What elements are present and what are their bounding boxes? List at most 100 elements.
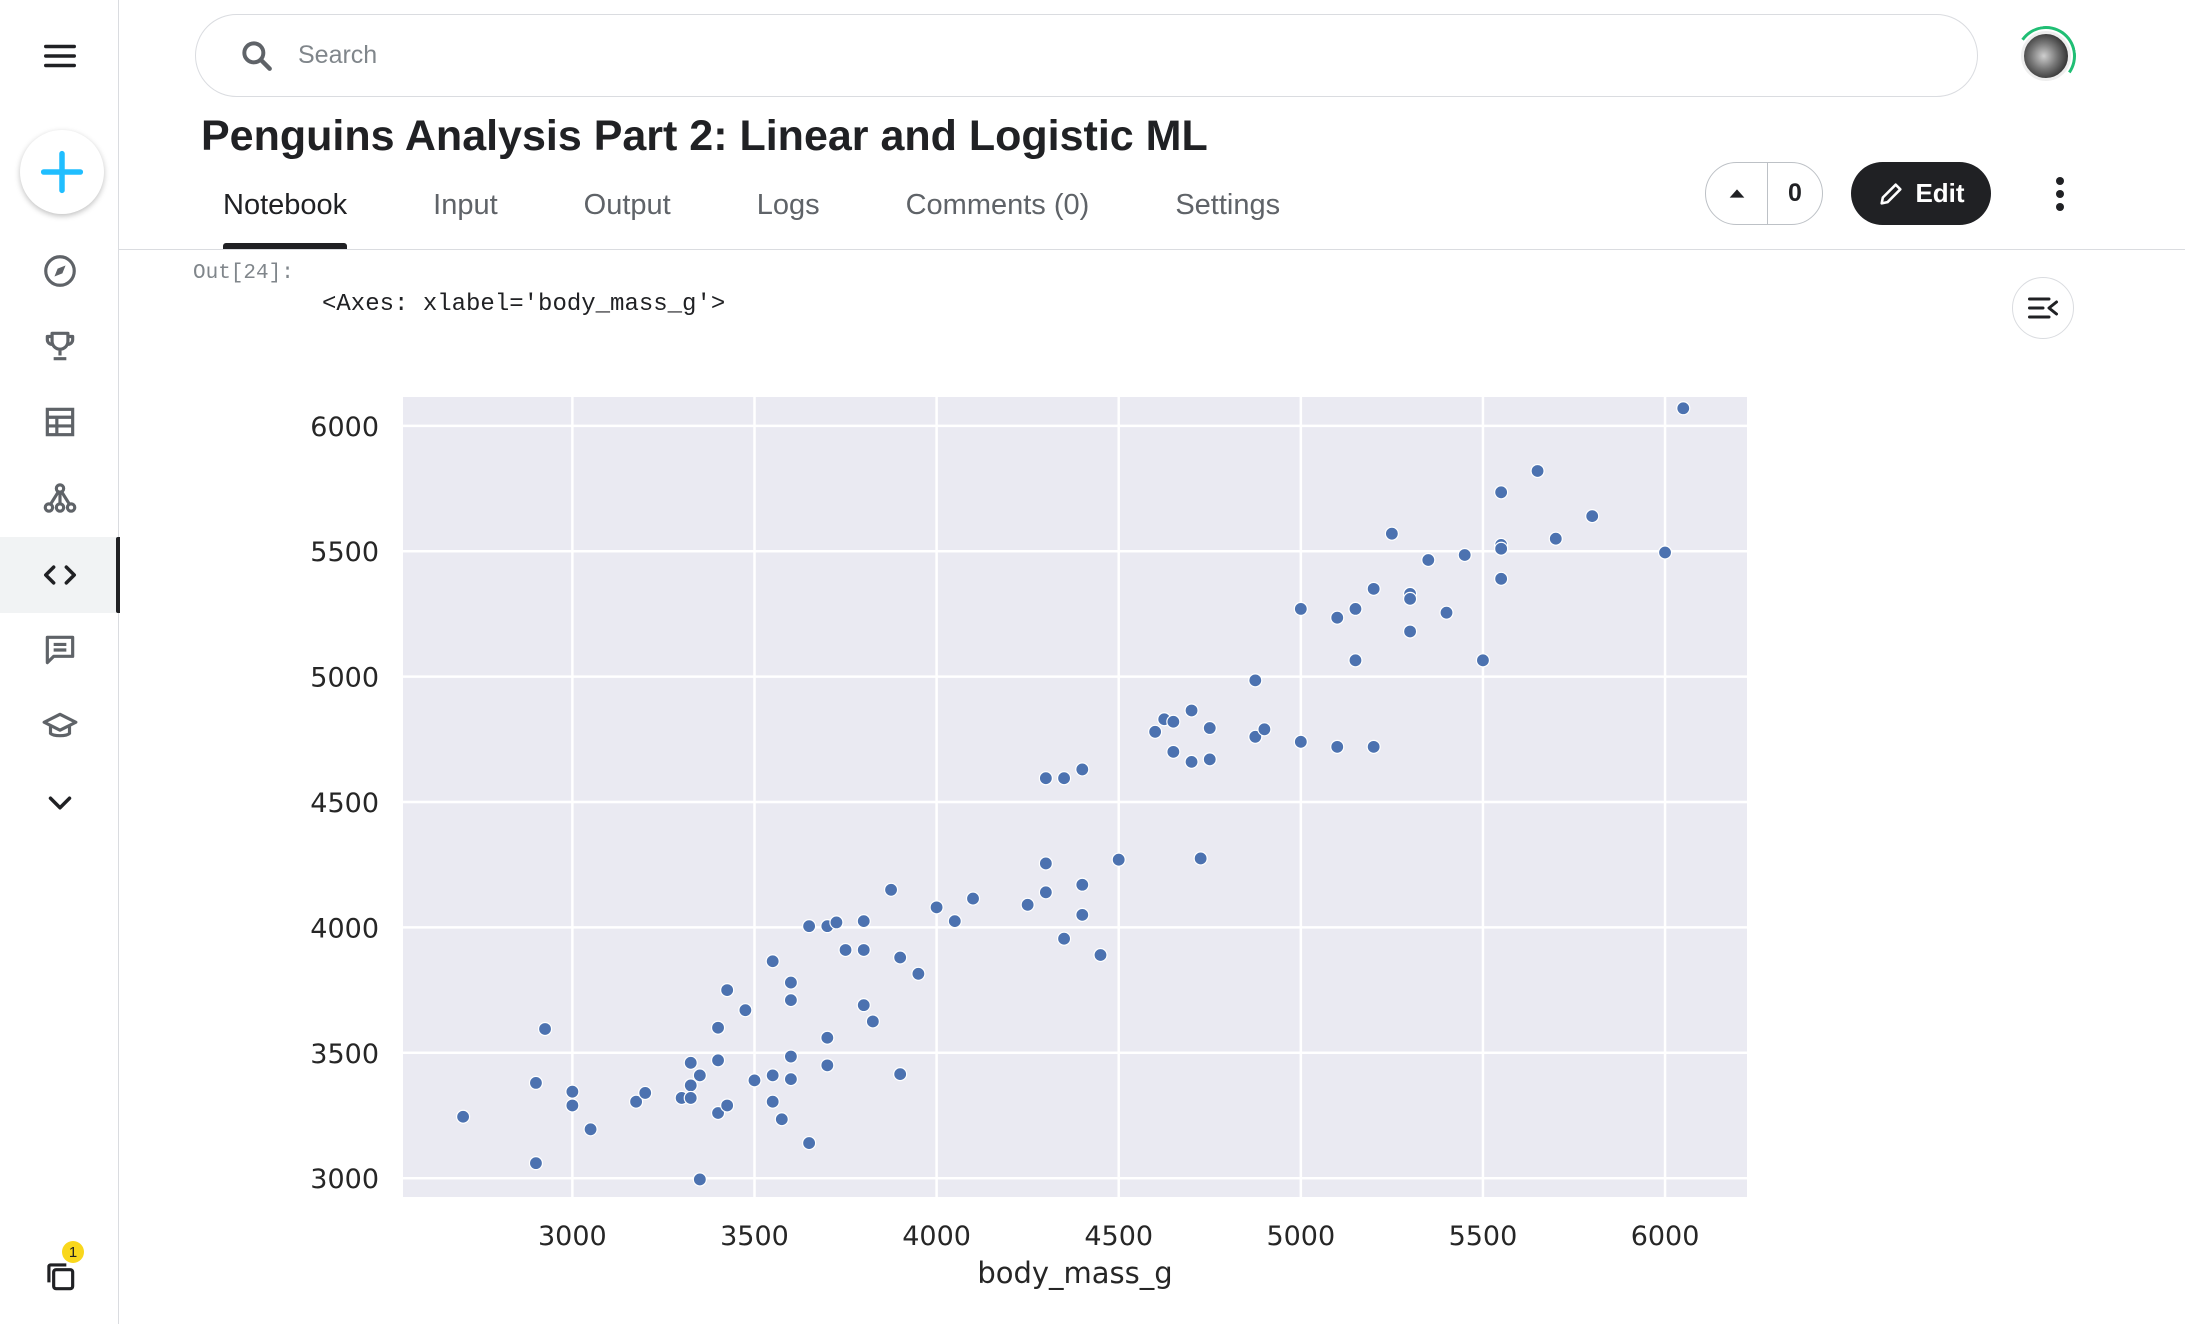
left-nav-rail: 1 [0,0,120,1324]
tab-output[interactable]: Output [583,189,671,221]
data-point [738,1003,753,1018]
trophy-icon[interactable] [0,308,119,384]
data-point [1075,762,1090,777]
data-point [911,966,926,981]
data-point [802,1135,817,1151]
avatar[interactable] [2021,31,2071,81]
data-point [1293,734,1308,749]
data-point [820,1030,835,1045]
data-point [829,915,844,930]
data-point [765,1068,780,1083]
data-point [1020,897,1035,912]
data-point [1056,931,1072,946]
compass-icon[interactable] [0,233,119,309]
tab-logs[interactable]: Logs [756,189,820,221]
data-point [455,1109,471,1124]
data-point [1657,545,1673,560]
search-input[interactable] [298,41,1798,70]
chevron-down-icon[interactable] [0,765,119,841]
data-point [1676,401,1691,416]
data-point [1248,729,1263,744]
data-point [1530,463,1545,479]
data-point [783,993,799,1008]
y-tick-label: 3500 [310,1039,379,1070]
data-point [820,1058,835,1073]
data-point [683,1090,698,1106]
data-point [893,1067,908,1082]
collapse-output-button[interactable] [2012,277,2074,339]
y-tick-label: 4000 [310,913,379,944]
upvote-button[interactable] [1706,163,1768,224]
data-point [965,891,981,906]
tab-notebook[interactable]: Notebook [201,185,369,249]
data-point [1366,581,1381,596]
data-point [1348,601,1363,617]
tab-input[interactable]: Input [433,189,498,221]
data-point [856,942,871,958]
data-point [1075,877,1090,892]
data-point [1494,571,1509,586]
data-point [838,942,853,958]
data-point [774,1112,789,1127]
tabs-divider [119,249,2185,250]
x-tick-label: 6000 [1631,1221,1700,1252]
data-point [1475,653,1491,668]
data-point [1075,907,1090,922]
x-tick-label: 5000 [1266,1221,1335,1252]
data-point [1257,722,1272,737]
data-point [1494,485,1509,500]
data-point [1248,673,1263,688]
x-tick-label: 4500 [1084,1221,1153,1252]
data-point [1184,703,1199,718]
x-tick-label: 3000 [538,1221,607,1252]
tab-settings[interactable]: Settings [1175,189,1281,221]
data-point [537,1021,553,1037]
x-axis-label: body_mass_g [977,1256,1172,1290]
data-point [865,1014,880,1029]
tab-comments[interactable]: Comments (0) [905,189,1090,221]
search-bar[interactable] [195,14,1978,97]
edit-button[interactable]: Edit [1851,162,1991,225]
data-point [1384,526,1399,541]
data-point [765,1094,780,1109]
data-point [1494,541,1509,556]
create-button[interactable] [20,130,104,214]
plus-icon [40,150,84,194]
output-prompt: Out[24]: [193,262,294,285]
table-icon[interactable] [0,384,119,460]
notification-badge: 1 [62,1241,84,1263]
data-point [1548,531,1563,546]
data-point [1293,601,1308,617]
your-work-icon[interactable] [0,1238,119,1314]
data-point [1439,605,1454,620]
data-point [1111,852,1126,867]
data-point [1330,739,1345,754]
data-point [1421,552,1436,568]
more-options-button[interactable] [2040,166,2080,222]
y-tick-label: 5500 [310,537,379,568]
y-tick-label: 6000 [310,412,379,443]
vote-widget: 0 [1705,162,1823,225]
data-point [1038,885,1053,900]
comments-icon[interactable] [0,612,119,688]
data-point [783,1049,799,1064]
x-tick-label: 5500 [1449,1221,1518,1252]
code-icon[interactable] [0,537,120,613]
data-point [929,900,944,915]
data-point [1402,591,1418,606]
y-tick-label: 3000 [310,1164,379,1195]
more-vertical-icon [2056,177,2064,211]
data-point [856,998,871,1013]
menu-icon[interactable] [0,18,119,94]
plot-area [403,397,1747,1197]
data-point [747,1073,762,1088]
data-point [802,919,817,934]
models-icon[interactable] [0,460,119,536]
page-title: Penguins Analysis Part 2: Linear and Log… [201,112,1208,160]
scatter-plot: 3000 3500 4000 4500 5000 5500 6000 3000 3500 4000… [310,397,1747,1290]
data-point [710,1105,726,1121]
pencil-icon [1880,182,1903,205]
learn-icon[interactable] [0,689,119,765]
data-point [1184,754,1199,769]
data-point [1202,752,1217,767]
